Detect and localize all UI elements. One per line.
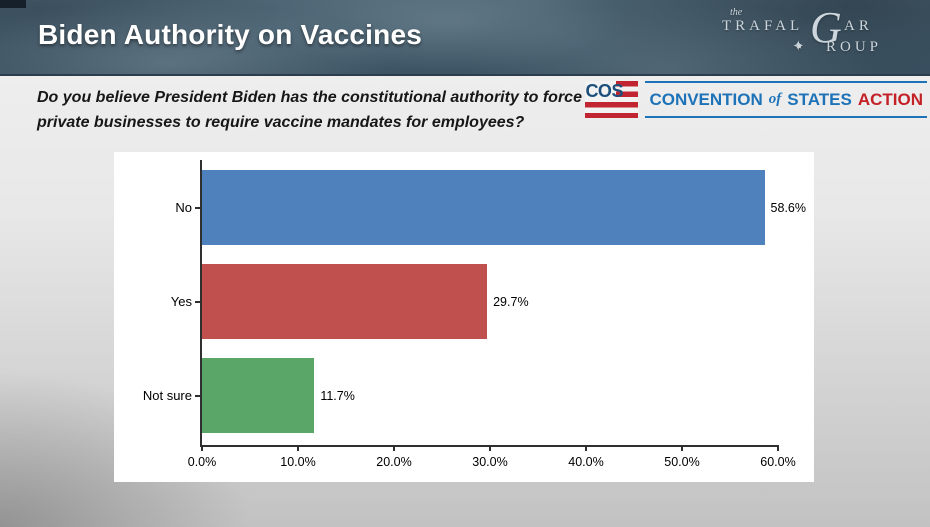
trafalgar-logo-g: G xyxy=(810,3,842,52)
x-tick-label: 30.0% xyxy=(472,455,508,469)
bar-not-sure xyxy=(202,358,315,433)
trafalgar-logo-the: the xyxy=(730,7,743,18)
cos-flag-text: COS xyxy=(585,81,623,101)
trafalgar-logo-trafal: TRAFAL xyxy=(722,18,804,34)
category-label: Not sure xyxy=(142,387,192,403)
x-tick-mark xyxy=(489,445,491,451)
x-tick-label: 50.0% xyxy=(664,455,700,469)
x-tick-mark xyxy=(777,445,779,451)
x-tick-label: 20.0% xyxy=(376,455,412,469)
value-label: 29.7% xyxy=(493,294,529,309)
x-tick-label: 0.0% xyxy=(187,455,217,469)
cos-word-states: STATES xyxy=(787,89,852,109)
x-tick-label: 60.0% xyxy=(760,455,796,469)
x-tick-mark xyxy=(201,445,203,451)
value-label: 58.6% xyxy=(770,200,806,215)
y-tick-mark xyxy=(195,394,201,397)
cos-flag-canton: COS xyxy=(585,81,623,102)
x-tick-mark xyxy=(585,445,587,451)
value-label: 11.7% xyxy=(320,388,355,403)
cos-flag-icon: COS xyxy=(585,81,639,118)
bar-chart-plot: No 58.6% Yes 29.7% Not sure 11.7% 0.0% 10.0% 20.… xyxy=(143,160,806,469)
corner-accent xyxy=(0,0,26,8)
x-tick-mark xyxy=(297,445,299,451)
slide-header: Biden Authority on Vaccines the TRAFAL G… xyxy=(0,0,930,76)
bar-yes xyxy=(202,264,488,339)
compass-icon: ✦ ✦ xyxy=(791,39,806,55)
y-tick-mark xyxy=(195,300,201,303)
trafalgar-group-logo: the TRAFAL G AR ROUP ✦ ✦ xyxy=(696,3,896,68)
bar-no xyxy=(202,170,765,245)
chart-panel: No 58.6% Yes 29.7% Not sure 11.7% 0.0% 10.0% 20.… xyxy=(114,152,814,482)
poll-question: Do you believe President Biden has the c… xyxy=(37,89,582,131)
cos-word-convention: CONVENTION xyxy=(649,89,763,109)
x-tick-label: 40.0% xyxy=(568,455,604,469)
category-label: Yes xyxy=(170,293,192,309)
convention-of-states-logo: COS CONVENTION of STATES ACTION xyxy=(585,81,927,118)
trafalgar-logo-ar: AR xyxy=(844,18,873,34)
cos-word-action: ACTION xyxy=(857,89,923,109)
x-tick-mark xyxy=(393,445,395,451)
cos-word-of: of xyxy=(768,91,782,107)
cos-wordmark: CONVENTION of STATES ACTION xyxy=(645,81,927,118)
x-tick-label: 10.0% xyxy=(280,455,316,469)
trafalgar-logo-roup: ROUP xyxy=(826,39,883,55)
page-title: Biden Authority on Vaccines xyxy=(38,19,422,50)
x-tick-mark xyxy=(681,445,683,451)
y-tick-mark xyxy=(195,206,201,209)
category-label: No xyxy=(175,199,192,215)
